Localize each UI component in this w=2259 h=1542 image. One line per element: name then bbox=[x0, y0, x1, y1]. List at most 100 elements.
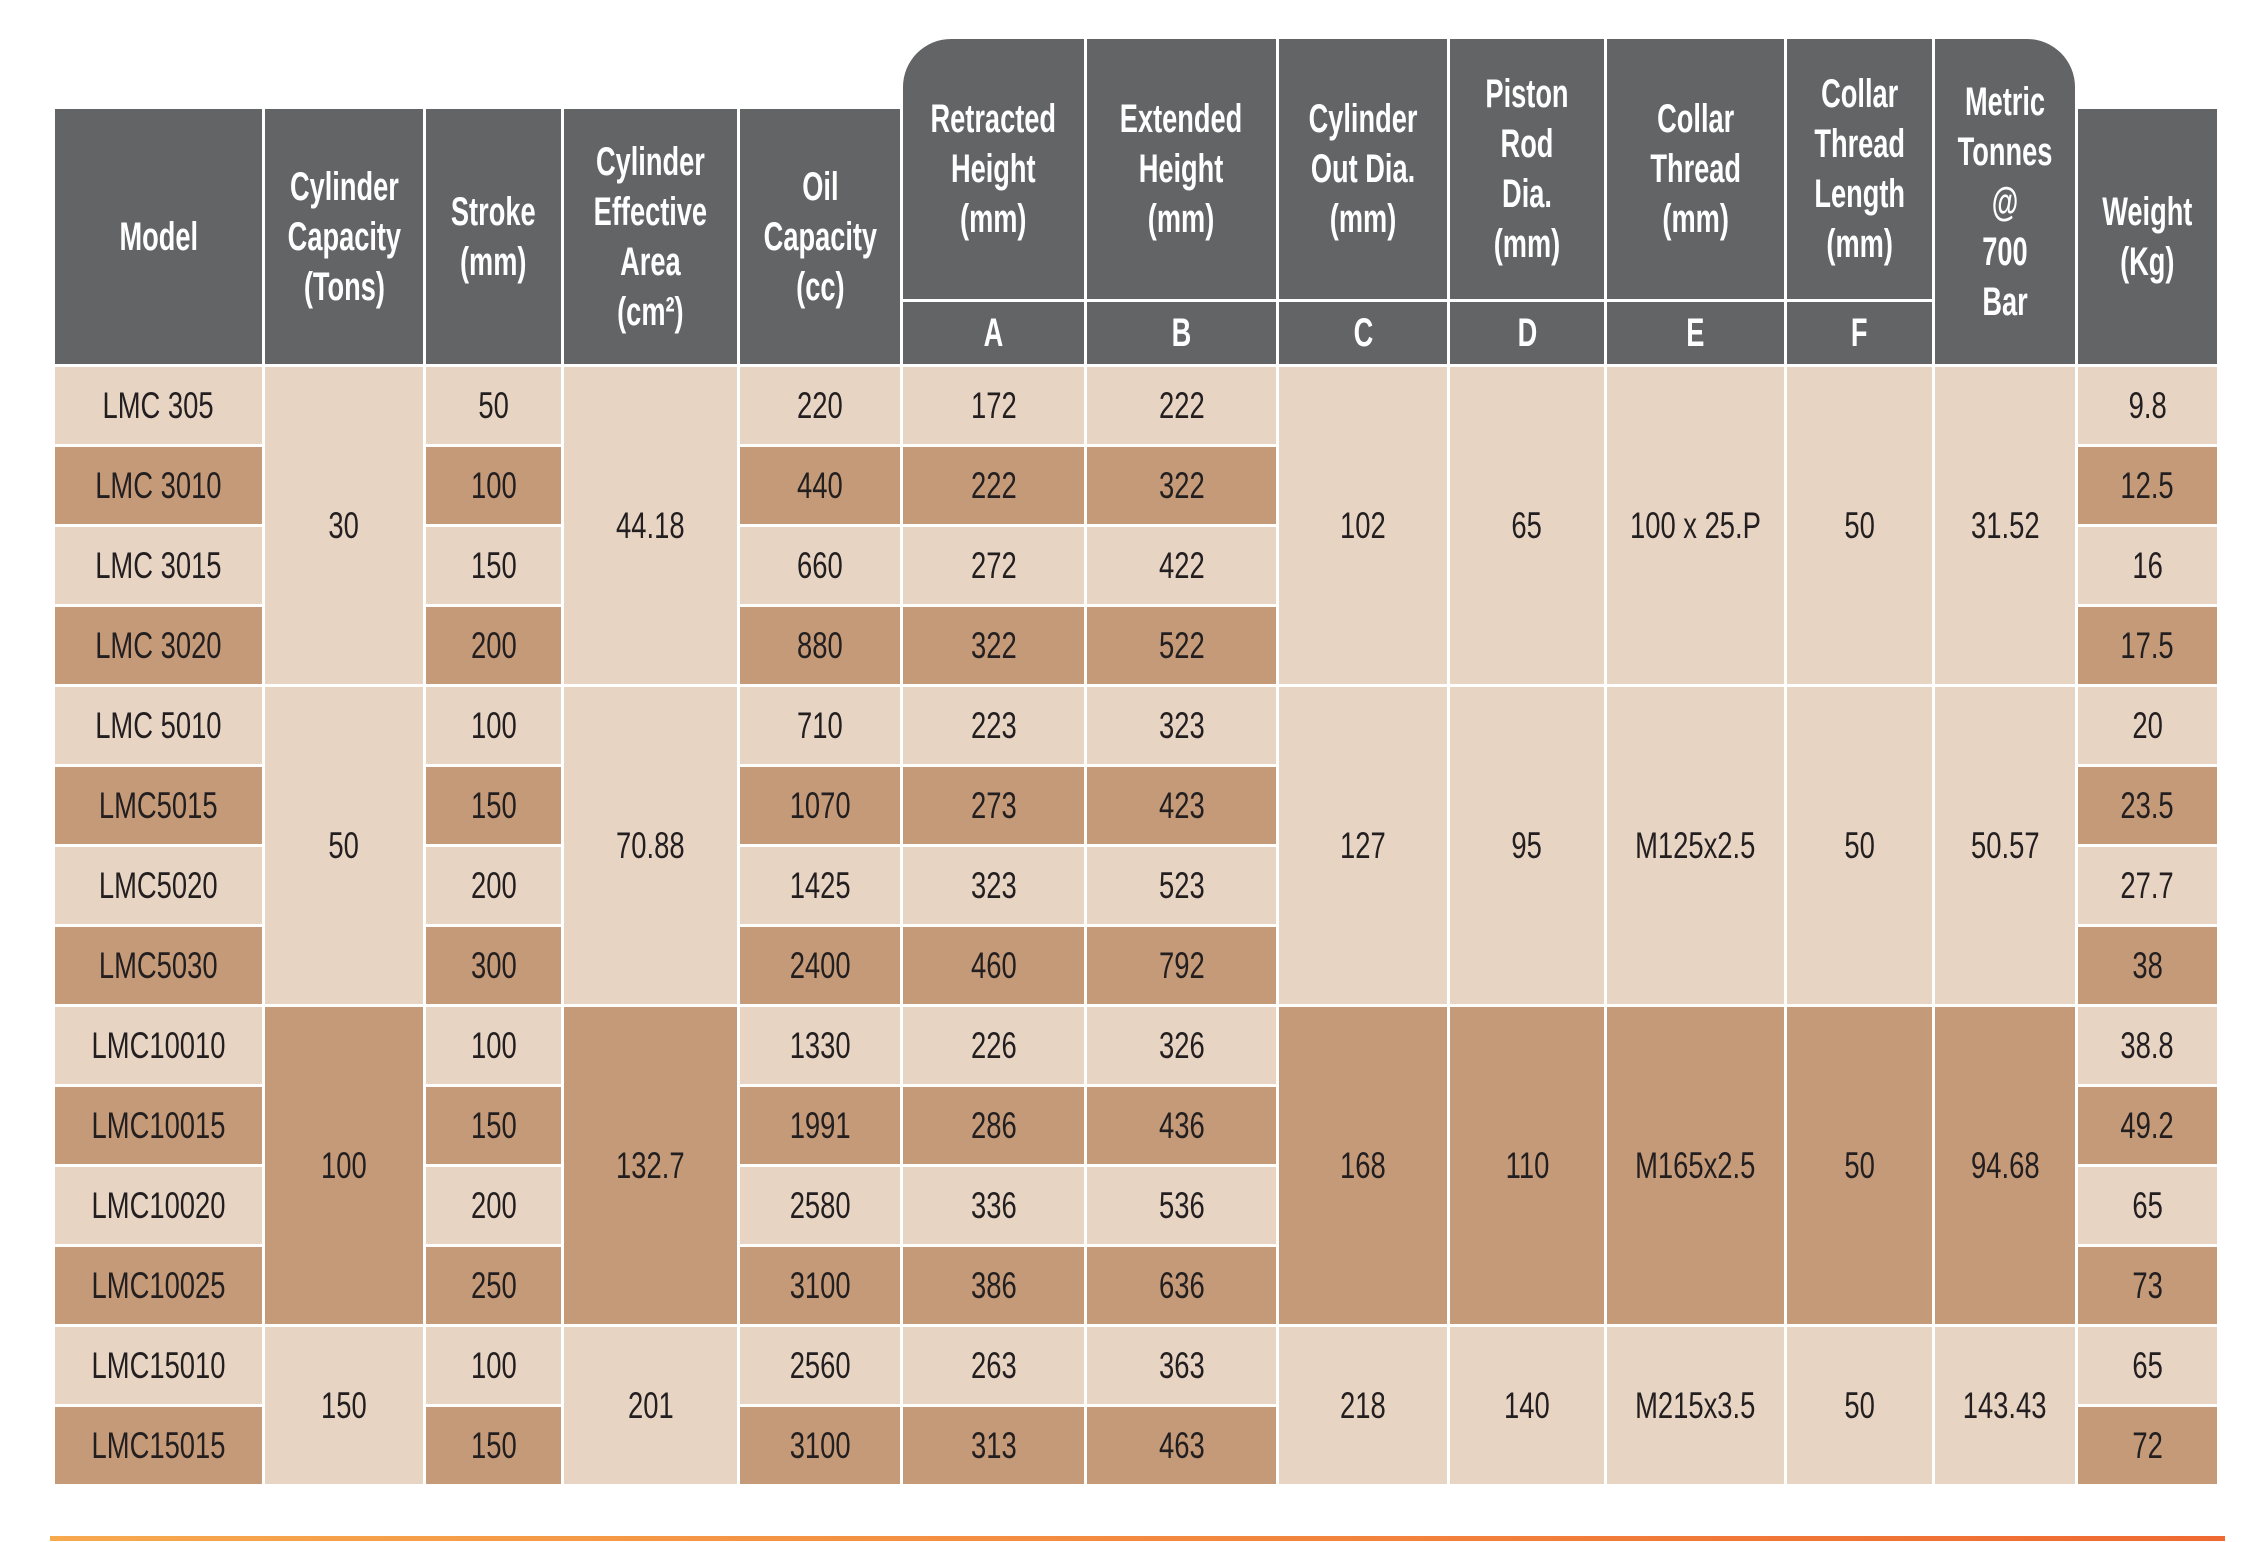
metric-tonnes-cell: 94.68 bbox=[1935, 1007, 2075, 1324]
retracted-height-cell-text: 222 bbox=[970, 464, 1017, 506]
retracted-height-cell: 226 bbox=[903, 1007, 1084, 1084]
extended-height-cell-text: 363 bbox=[1158, 1344, 1205, 1386]
weight-cell: 65 bbox=[2078, 1327, 2217, 1404]
model-cell-text: LMC 305 bbox=[102, 384, 215, 426]
model-cell: LMC5030 bbox=[55, 927, 262, 1004]
column-header: Stroke (mm) bbox=[426, 109, 561, 364]
extended-height-cell-text: 423 bbox=[1158, 784, 1205, 826]
effective-area-cell: 70.88 bbox=[564, 687, 737, 1004]
stroke-cell: 100 bbox=[426, 1327, 561, 1404]
piston-rod-dia-cell: 140 bbox=[1450, 1327, 1604, 1484]
column-letter-text: C bbox=[1353, 311, 1373, 355]
cylinder-out-dia-cell-text: 168 bbox=[1340, 1144, 1386, 1186]
column-header-text: Collar Thread (mm) bbox=[1650, 97, 1741, 241]
column-header-text: Cylinder Capacity (Tons) bbox=[287, 164, 401, 309]
cylinder-capacity-cell: 150 bbox=[265, 1327, 423, 1484]
column-letter-text: F bbox=[1851, 311, 1868, 355]
extended-height-cell: 523 bbox=[1087, 847, 1276, 924]
column-header-text: Stroke (mm) bbox=[451, 189, 536, 284]
cylinder-capacity-cell-text: 100 bbox=[321, 1144, 367, 1186]
stroke-cell: 250 bbox=[426, 1247, 561, 1324]
metric-tonnes-cell-text: 50.57 bbox=[1970, 824, 2040, 866]
retracted-height-cell-text: 273 bbox=[970, 784, 1017, 826]
model-cell-text: LMC 3015 bbox=[95, 544, 222, 586]
extended-height-cell: 322 bbox=[1087, 447, 1276, 524]
weight-cell: 17.5 bbox=[2078, 607, 2217, 684]
stroke-cell: 300 bbox=[426, 927, 561, 1004]
cylinder-out-dia-cell: 102 bbox=[1279, 367, 1447, 684]
oil-capacity-cell-text: 880 bbox=[797, 624, 843, 666]
weight-cell: 38 bbox=[2078, 927, 2217, 1004]
stroke-cell-text: 150 bbox=[470, 544, 517, 586]
weight-cell-text: 20 bbox=[2132, 704, 2163, 746]
collar-thread-cell: M125x2.5 bbox=[1607, 687, 1784, 1004]
retracted-height-cell-text: 460 bbox=[970, 944, 1017, 986]
weight-cell-text: 27.7 bbox=[2120, 864, 2175, 906]
stroke-cell-text: 100 bbox=[470, 464, 517, 506]
retracted-height-cell: 263 bbox=[903, 1327, 1084, 1404]
stroke-cell: 150 bbox=[426, 1407, 561, 1484]
retracted-height-cell: 336 bbox=[903, 1167, 1084, 1244]
oil-capacity-cell-text: 1991 bbox=[789, 1104, 851, 1146]
weight-cell: 12.5 bbox=[2078, 447, 2217, 524]
extended-height-cell-text: 523 bbox=[1158, 864, 1205, 906]
stroke-cell: 150 bbox=[426, 527, 561, 604]
extended-height-cell-text: 326 bbox=[1158, 1024, 1205, 1066]
weight-cell: 73 bbox=[2078, 1247, 2217, 1324]
column-header: Model bbox=[55, 109, 262, 364]
column-header-text: Weight (Kg) bbox=[2102, 189, 2193, 284]
weight-cell: 65 bbox=[2078, 1167, 2217, 1244]
column-header: Extended Height (mm) bbox=[1087, 39, 1276, 299]
model-cell: LMC 3010 bbox=[55, 447, 262, 524]
weight-cell-text: 12.5 bbox=[2120, 464, 2175, 506]
model-cell-text: LMC10010 bbox=[91, 1024, 226, 1066]
column-letter-text: E bbox=[1686, 311, 1705, 355]
weight-cell: 23.5 bbox=[2078, 767, 2217, 844]
effective-area-cell: 132.7 bbox=[564, 1007, 737, 1324]
stroke-cell: 200 bbox=[426, 847, 561, 924]
stroke-cell-text: 200 bbox=[470, 1184, 517, 1226]
retracted-height-cell: 286 bbox=[903, 1087, 1084, 1164]
oil-capacity-cell-text: 440 bbox=[797, 464, 843, 506]
stroke-cell-text: 100 bbox=[470, 1344, 517, 1386]
retracted-height-cell-text: 386 bbox=[970, 1264, 1017, 1306]
column-header: Weight (Kg) bbox=[2078, 109, 2217, 364]
weight-cell: 49.2 bbox=[2078, 1087, 2217, 1164]
model-cell: LMC 3015 bbox=[55, 527, 262, 604]
retracted-height-cell: 273 bbox=[903, 767, 1084, 844]
cylinder-out-dia-cell-text: 127 bbox=[1340, 824, 1386, 866]
collar-thread-length-cell-text: 50 bbox=[1844, 504, 1875, 546]
retracted-height-cell-text: 223 bbox=[970, 704, 1017, 746]
oil-capacity-cell-text: 1330 bbox=[789, 1024, 851, 1066]
extended-height-cell: 363 bbox=[1087, 1327, 1276, 1404]
collar-thread-cell: 100 x 25.P bbox=[1607, 367, 1784, 684]
collar-thread-length-cell: 50 bbox=[1787, 1007, 1932, 1324]
model-cell-text: LMC15015 bbox=[91, 1424, 226, 1466]
oil-capacity-cell-text: 2400 bbox=[789, 944, 851, 986]
piston-rod-dia-cell-text: 95 bbox=[1511, 824, 1543, 866]
collar-thread-length-cell: 50 bbox=[1787, 687, 1932, 1004]
model-cell-text: LMC10020 bbox=[91, 1184, 226, 1226]
cylinder-capacity-cell: 100 bbox=[265, 1007, 423, 1324]
retracted-height-cell: 323 bbox=[903, 847, 1084, 924]
collar-thread-cell-text: M125x2.5 bbox=[1635, 824, 1756, 866]
retracted-height-cell: 223 bbox=[903, 687, 1084, 764]
oil-capacity-cell: 2560 bbox=[740, 1327, 900, 1404]
weight-cell: 20 bbox=[2078, 687, 2217, 764]
retracted-height-cell-text: 226 bbox=[970, 1024, 1017, 1066]
collar-thread-length-cell-text: 50 bbox=[1844, 824, 1875, 866]
stroke-cell-text: 50 bbox=[478, 384, 509, 426]
model-cell-text: LMC 3010 bbox=[95, 464, 222, 506]
piston-rod-dia-cell: 65 bbox=[1450, 367, 1604, 684]
weight-cell-text: 17.5 bbox=[2120, 624, 2175, 666]
column-header-text: Retracted Height (mm) bbox=[930, 97, 1057, 241]
column-header: Metric Tonnes @ 700 Bar bbox=[1935, 39, 2075, 364]
stroke-cell-text: 150 bbox=[470, 1424, 517, 1466]
stroke-cell-text: 250 bbox=[470, 1264, 517, 1306]
weight-cell: 27.7 bbox=[2078, 847, 2217, 924]
stroke-cell-text: 100 bbox=[470, 704, 517, 746]
extended-height-cell-text: 222 bbox=[1158, 384, 1205, 426]
stroke-cell: 100 bbox=[426, 1007, 561, 1084]
extended-height-cell: 222 bbox=[1087, 367, 1276, 444]
model-cell: LMC10020 bbox=[55, 1167, 262, 1244]
